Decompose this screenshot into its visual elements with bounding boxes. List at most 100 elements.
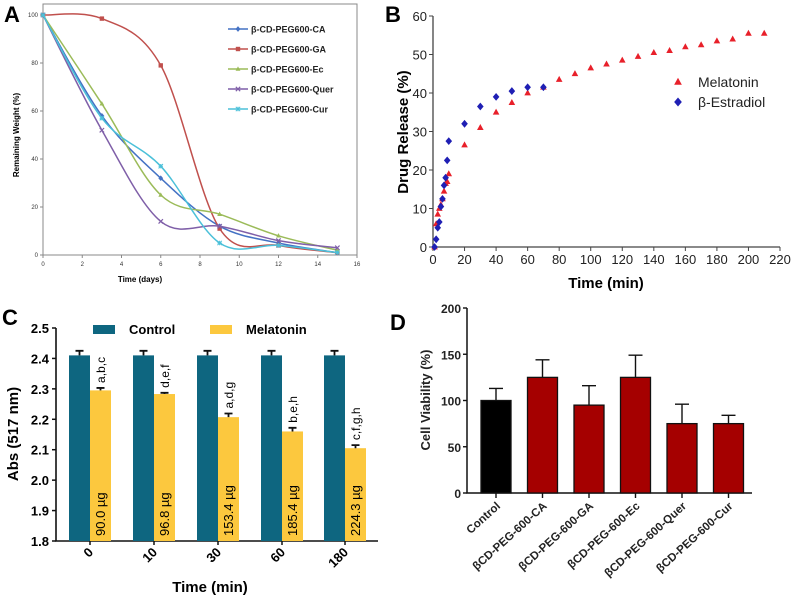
x-tick-label: 40 bbox=[489, 252, 503, 267]
data-point bbox=[555, 75, 563, 82]
data-point bbox=[217, 240, 223, 246]
y-tick-label: 100 bbox=[441, 395, 461, 409]
significance-label: c,f,g,h bbox=[349, 407, 363, 440]
x-tick-label: 2 bbox=[81, 262, 85, 268]
y-tick-label: 2.5 bbox=[31, 321, 49, 336]
y-axis-title: Cell Viability (%) bbox=[418, 350, 433, 451]
x-tick-label: 12 bbox=[275, 262, 282, 268]
data-point bbox=[571, 70, 579, 77]
panel-d-chart: 050100150200ControlβCD-PEG-600-CAβCD-PEG… bbox=[418, 302, 752, 580]
x-tick-label: 200 bbox=[738, 252, 760, 267]
bar-value-label: 96.8 µg bbox=[157, 492, 172, 536]
bar-value-label: 224.3 µg bbox=[348, 485, 363, 536]
y-tick-label: 2.1 bbox=[31, 443, 49, 458]
bar-melatonin bbox=[154, 394, 175, 541]
legend-marker bbox=[674, 77, 682, 85]
y-tick-label: 1.8 bbox=[31, 534, 49, 549]
data-point bbox=[158, 63, 163, 68]
data-point bbox=[443, 156, 451, 165]
bar-value-label: 90.0 µg bbox=[93, 492, 108, 536]
y-axis-title: Abs (517 nm) bbox=[5, 387, 22, 481]
data-point bbox=[729, 35, 736, 42]
data-point bbox=[217, 226, 222, 231]
bar bbox=[573, 404, 605, 494]
data-point bbox=[492, 92, 500, 101]
data-point bbox=[477, 102, 484, 111]
x-tick-label: 80 bbox=[552, 252, 566, 267]
bar-control bbox=[69, 355, 90, 541]
x-tick-label: 20 bbox=[457, 252, 471, 267]
error-bar bbox=[75, 349, 84, 356]
data-point bbox=[760, 29, 768, 36]
x-tick-label: βCD-PEG-600-Quer bbox=[603, 500, 690, 580]
data-point bbox=[276, 233, 281, 238]
bar-melatonin bbox=[90, 390, 111, 541]
panel-a-chart: 0 20 40 60 80 100 0 2 4 6 8 10 12 14 16 Time (days) Rema… bbox=[12, 3, 361, 284]
x-tick-label: 120 bbox=[611, 252, 633, 267]
data-point bbox=[443, 177, 451, 184]
x-tick-label: βCD-PEG-600-Cur bbox=[654, 500, 736, 575]
data-point bbox=[508, 99, 516, 106]
error-bar bbox=[675, 403, 689, 424]
data-point bbox=[442, 173, 449, 182]
error-bar bbox=[489, 387, 503, 401]
panel-label-c: C bbox=[2, 305, 18, 330]
x-tick-label: 0 bbox=[429, 252, 436, 267]
y-tick-label: 150 bbox=[441, 348, 461, 362]
legend-marker bbox=[235, 46, 241, 52]
y-tick-label: 100 bbox=[28, 13, 39, 19]
x-axis-title: Time (min) bbox=[568, 275, 644, 292]
data-point bbox=[334, 250, 340, 256]
x-tick-label: 180 bbox=[706, 252, 728, 267]
data-point bbox=[434, 210, 442, 217]
legend-marker bbox=[674, 97, 682, 107]
y-axis-title: Remaining Weight (%) bbox=[12, 93, 21, 178]
x-tick-label: 60 bbox=[267, 545, 288, 566]
bar-melatonin bbox=[218, 417, 239, 541]
x-tick-label: 14 bbox=[314, 262, 321, 268]
y-tick-label: 20 bbox=[413, 163, 427, 178]
x-tick-label: 180 bbox=[325, 545, 351, 571]
y-tick-label: 2.4 bbox=[31, 351, 50, 366]
x-tick-label: 4 bbox=[120, 262, 124, 268]
data-point bbox=[697, 41, 705, 48]
data-point bbox=[587, 64, 595, 71]
legend-swatch bbox=[93, 325, 115, 334]
y-tick-label: 10 bbox=[413, 202, 427, 217]
error-bar bbox=[160, 391, 169, 395]
bar bbox=[480, 399, 512, 494]
data-point bbox=[334, 245, 340, 251]
significance-label: a,d,g bbox=[222, 382, 236, 409]
data-point bbox=[217, 211, 223, 216]
y-tick-label: 20 bbox=[31, 205, 38, 211]
data-point bbox=[440, 187, 448, 194]
bar-value-label: 185.4 µg bbox=[285, 485, 300, 536]
y-tick-label: 80 bbox=[31, 61, 38, 67]
x-tick-label: 60 bbox=[520, 252, 534, 267]
legend-label: β-Estradiol bbox=[698, 94, 765, 110]
y-tick-label: 0 bbox=[420, 240, 427, 255]
data-point bbox=[158, 175, 164, 182]
error-bar bbox=[330, 349, 339, 356]
x-tick-label: 10 bbox=[236, 262, 243, 268]
data-point bbox=[540, 83, 547, 92]
error-bar bbox=[628, 354, 643, 378]
significance-label: a,b,c bbox=[94, 357, 108, 383]
data-point bbox=[431, 243, 438, 251]
panel-label-a: A bbox=[4, 2, 20, 27]
x-tick-label: 0 bbox=[41, 262, 45, 268]
data-point bbox=[445, 137, 453, 146]
data-point bbox=[432, 235, 440, 244]
data-point bbox=[634, 52, 642, 59]
bar-control bbox=[261, 355, 282, 541]
data-point bbox=[508, 87, 516, 95]
legend-marker bbox=[235, 66, 241, 71]
panel-c-chart: 1.8 1.9 2.0 2.1 2.2 2.3 2.4 2.5 a,b,c 90.0 µg 0 d,e… bbox=[5, 321, 378, 596]
data-point bbox=[436, 218, 443, 226]
data-point bbox=[99, 16, 105, 21]
data-point bbox=[524, 83, 531, 92]
legend-label: β-CD-PEG600-Quer bbox=[251, 85, 334, 95]
data-point bbox=[440, 181, 448, 190]
error-bar bbox=[203, 349, 212, 356]
x-tick-label: 220 bbox=[769, 252, 791, 267]
